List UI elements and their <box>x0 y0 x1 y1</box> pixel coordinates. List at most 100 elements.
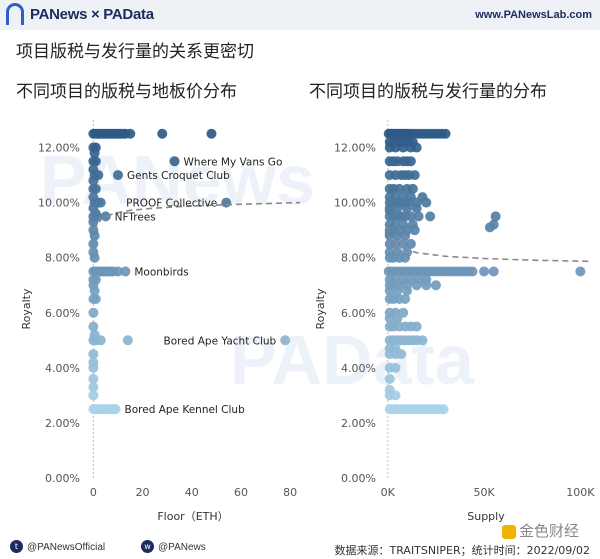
data-point <box>384 205 395 216</box>
data-point <box>394 183 405 194</box>
data-point <box>90 183 101 194</box>
y-tick-label: 0.00% <box>45 472 80 485</box>
data-point <box>95 335 106 346</box>
data-point <box>407 183 418 194</box>
data-point <box>400 252 411 263</box>
point-annotation: Moonbirds <box>134 266 188 278</box>
data-point <box>384 227 395 238</box>
data-point <box>400 230 411 241</box>
data-point <box>392 313 403 324</box>
data-point <box>402 203 413 214</box>
data-point <box>88 321 99 332</box>
data-point <box>280 335 291 346</box>
data-point <box>88 390 99 401</box>
page-title: 项目版税与发行量的关系更密切 <box>16 42 254 62</box>
data-point <box>411 203 422 214</box>
twitter-handle[interactable]: @PANewsOfficial <box>27 542 106 553</box>
data-point <box>390 362 401 373</box>
data-point <box>398 142 409 153</box>
watermark-padata: PAData <box>230 321 474 399</box>
data-point <box>88 362 99 373</box>
trend-line <box>387 225 591 263</box>
data-point <box>430 280 441 291</box>
data-point <box>89 252 100 263</box>
data-point <box>88 307 99 318</box>
x-tick-label: 20 <box>136 486 150 499</box>
data-point <box>413 211 424 222</box>
data-point <box>409 170 420 181</box>
y-tick-label: 2.00% <box>45 417 80 430</box>
jinse-stamp-text: 金色财经 <box>519 522 580 540</box>
data-point <box>384 373 395 384</box>
data-point <box>95 197 106 208</box>
data-point <box>405 211 416 222</box>
data-point <box>90 156 101 167</box>
data-point <box>89 148 100 159</box>
data-point <box>392 285 403 296</box>
x-tick-label: 40 <box>185 486 199 499</box>
data-point <box>479 266 490 277</box>
chart-floor-royalty: 0.00% 2.00% 4.00% 6.00% 8.00% 10.00% 12.00% 0 20… <box>20 120 301 523</box>
x-tick-label: 50K <box>473 486 495 499</box>
brand-logo: PANews × PAData <box>30 6 154 23</box>
point-annotation: Bored Ape Yacht Club <box>164 335 277 347</box>
data-point <box>421 197 432 208</box>
point-annotation: Where My Vans Go <box>184 156 283 168</box>
data-point <box>122 335 133 346</box>
data-point <box>112 266 123 277</box>
data-point <box>411 321 422 332</box>
y-tick-label: 4.00% <box>45 362 80 375</box>
data-point <box>90 294 101 304</box>
header-bar: PANews × PAData www.PANewsLab.com <box>0 0 600 30</box>
data-point <box>438 404 449 415</box>
x-tick-label: 80 <box>283 486 297 499</box>
data-point <box>384 313 395 324</box>
data-point <box>89 230 100 241</box>
chart-supply-royalty: 0.00% 2.00% 4.00% 6.00% 8.00% 10.00% 12.00% 0K 5… <box>314 120 595 523</box>
footer: t @PANewsOfficial w @PANews 数据来源：TRAITSN… <box>0 535 600 559</box>
weibo-handle[interactable]: @PANews <box>158 542 206 553</box>
data-point <box>440 128 451 139</box>
y-axis-label: Royalty <box>20 288 33 329</box>
data-point <box>392 203 403 214</box>
y-tick-label: 6.00% <box>341 307 376 320</box>
data-source: 数据来源：TRAITSNIPER；统计时间：2022/09/02 <box>334 544 591 557</box>
data-point <box>425 211 436 222</box>
x-axis-label: Floor（ETH） <box>157 510 228 523</box>
x-tick-label: 0K <box>381 486 396 499</box>
chart-title-supply: 不同项目的版税与发行量的分布 <box>309 82 547 102</box>
jinse-logo-icon <box>502 524 516 539</box>
data-point <box>88 216 99 227</box>
data-point <box>484 222 495 233</box>
y-tick-label: 12.00% <box>38 142 80 155</box>
y-tick-label: 8.00% <box>341 252 376 265</box>
y-tick-label: 10.00% <box>38 197 80 210</box>
x-tick-label: 100K <box>566 486 595 499</box>
data-point <box>169 156 180 167</box>
panews-logo-icon <box>6 3 24 25</box>
data-point <box>400 294 411 304</box>
data-point <box>89 285 100 296</box>
data-point <box>110 404 121 415</box>
y-tick-label: 6.00% <box>45 307 80 320</box>
data-point <box>488 266 499 277</box>
data-point <box>409 225 420 236</box>
site-url[interactable]: www.PANewsLab.com <box>475 9 592 21</box>
data-point <box>402 285 413 296</box>
data-point <box>396 349 407 360</box>
data-point <box>467 266 478 277</box>
point-annotation: Gents Croquet Club <box>127 170 230 182</box>
data-point <box>411 142 422 153</box>
y-tick-label: 4.00% <box>341 362 376 375</box>
data-point <box>411 280 422 291</box>
data-point <box>206 128 217 139</box>
y-tick-label: 8.00% <box>45 252 80 265</box>
data-point <box>405 238 416 249</box>
data-point <box>221 197 232 208</box>
data-point <box>88 175 99 186</box>
data-point <box>157 128 168 139</box>
data-point <box>88 373 99 384</box>
x-axis-label: Supply <box>467 510 505 523</box>
data-point <box>405 156 416 167</box>
